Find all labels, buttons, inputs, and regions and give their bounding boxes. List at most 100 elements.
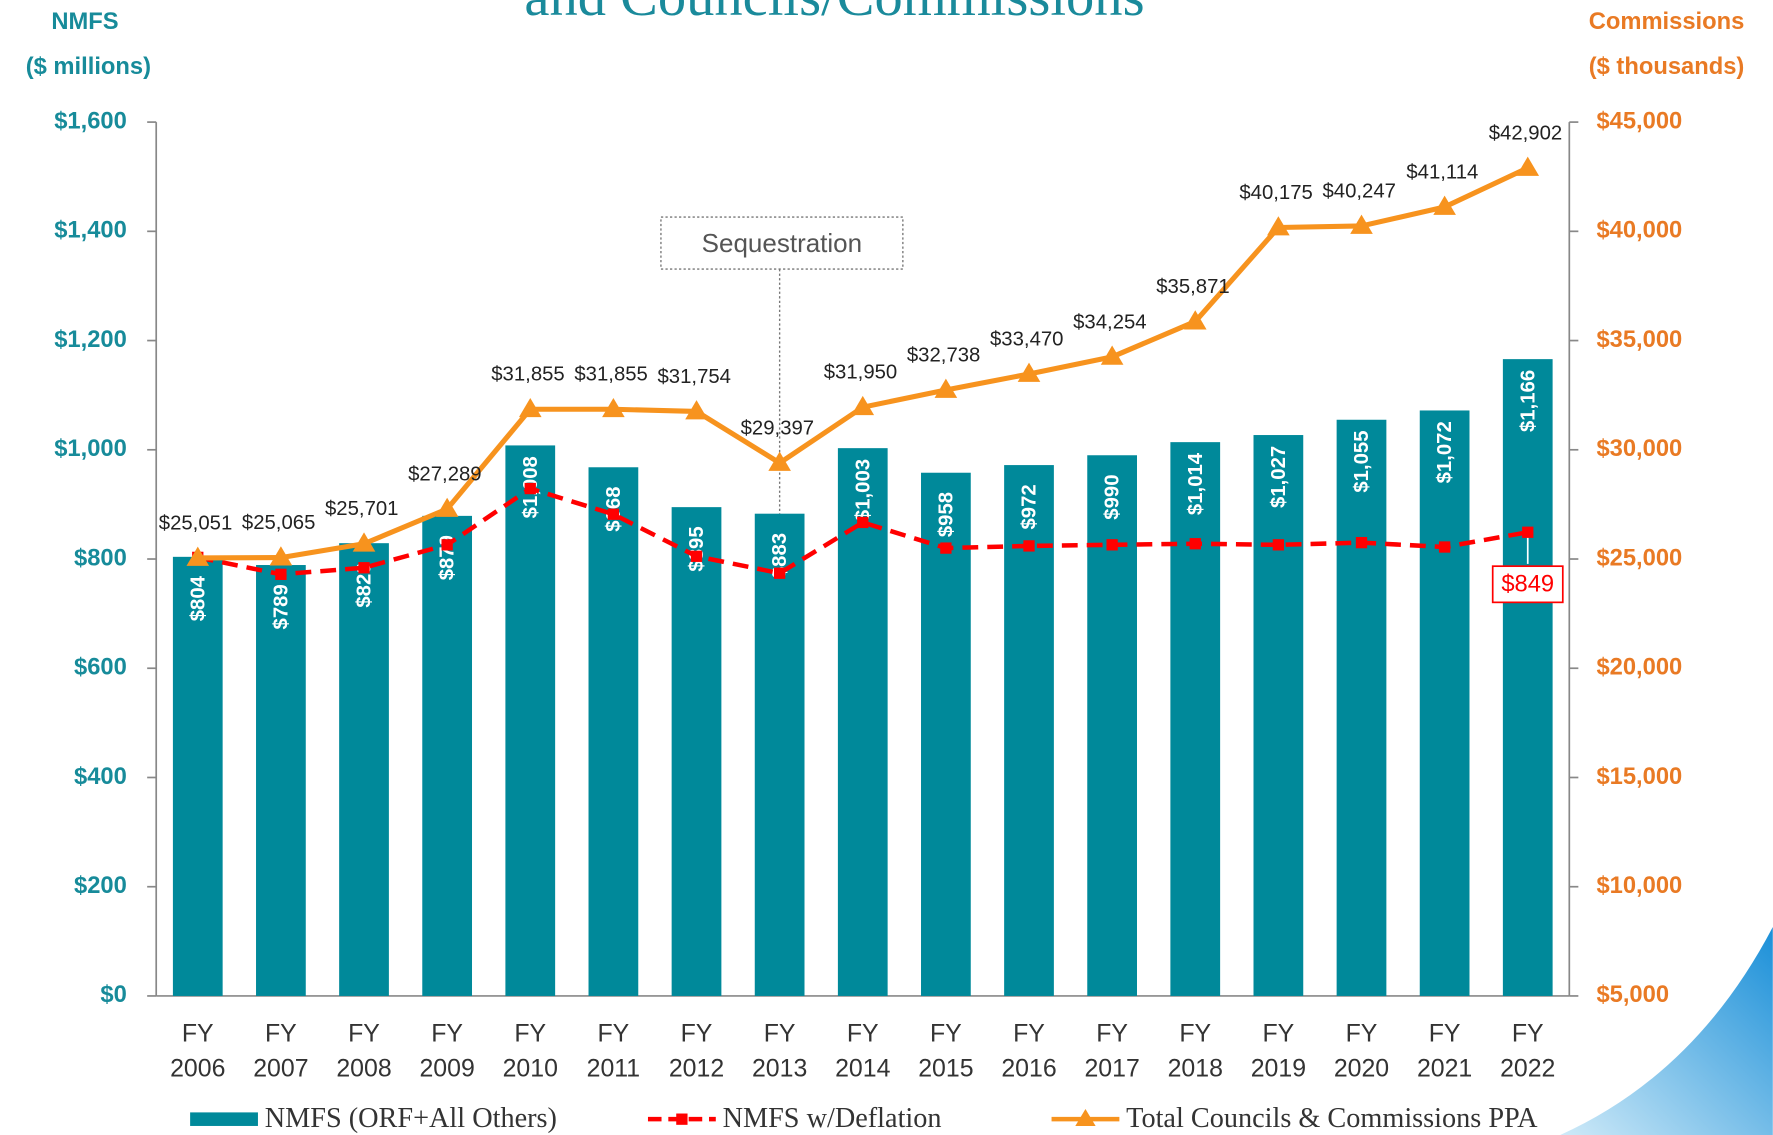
bar bbox=[422, 516, 472, 996]
x-tick-label: FY2018 bbox=[1168, 1019, 1223, 1082]
line-value-label: $40,175 bbox=[1239, 182, 1312, 204]
line-value-label: $41,114 bbox=[1406, 161, 1478, 183]
marker bbox=[1273, 539, 1284, 550]
bar-value-label: $990 bbox=[1102, 474, 1124, 519]
y2-tick-label: $15,000 bbox=[1596, 764, 1682, 790]
marker bbox=[608, 509, 619, 520]
line-value-label: $31,855 bbox=[491, 364, 564, 386]
marker bbox=[1106, 539, 1117, 550]
line-value-label: $25,051 bbox=[159, 512, 232, 534]
marker bbox=[1516, 157, 1539, 176]
bar bbox=[755, 514, 805, 996]
bar bbox=[256, 565, 306, 996]
y-tick-label: $1,400 bbox=[54, 218, 127, 244]
x-tick-label: FY2010 bbox=[503, 1019, 558, 1082]
marker bbox=[691, 551, 702, 562]
x-tick-label: FY2022 bbox=[1500, 1019, 1555, 1082]
legend-swatch bbox=[190, 1112, 258, 1126]
bar-value-label: $1,014 bbox=[1185, 452, 1207, 515]
marker bbox=[358, 562, 369, 573]
x-tick-label: FY2012 bbox=[669, 1019, 724, 1082]
marker bbox=[275, 569, 286, 580]
y2-tick-label: $30,000 bbox=[1596, 436, 1682, 462]
legend-label: NMFS w/Deflation bbox=[723, 1103, 942, 1134]
chart-title: and Councils/Commissions bbox=[524, 0, 1144, 28]
marker bbox=[857, 517, 868, 528]
y-tick-label: $400 bbox=[74, 764, 127, 790]
bar-value-label: $789 bbox=[270, 584, 292, 629]
bar-value-label: $895 bbox=[686, 526, 708, 571]
y2-axis-title: ($ thousands) bbox=[1589, 54, 1745, 80]
line-value-label: $34,254 bbox=[1073, 311, 1146, 333]
bar bbox=[1254, 435, 1304, 996]
line-value-label: $31,855 bbox=[574, 364, 647, 386]
marker bbox=[441, 539, 452, 550]
y2-tick-label: $45,000 bbox=[1596, 108, 1682, 134]
x-tick-label: FY2021 bbox=[1417, 1019, 1472, 1082]
x-tick-label: FY2007 bbox=[253, 1019, 308, 1082]
bar-value-label: $958 bbox=[935, 492, 957, 537]
line-value-label: $35,871 bbox=[1156, 276, 1229, 298]
marker bbox=[774, 568, 785, 579]
y2-tick-label: $20,000 bbox=[1596, 655, 1682, 681]
x-tick-label: FY2009 bbox=[419, 1019, 474, 1082]
bar-value-label: $1,027 bbox=[1268, 446, 1290, 508]
line-value-label: $31,754 bbox=[658, 366, 731, 388]
y-tick-label: $800 bbox=[74, 545, 127, 571]
y-tick-label: $200 bbox=[74, 873, 127, 899]
bar bbox=[672, 507, 722, 996]
bar-value-label: $804 bbox=[187, 575, 209, 621]
marker bbox=[525, 483, 536, 494]
line-value-label: $33,470 bbox=[990, 328, 1063, 350]
x-tick-label: FY2016 bbox=[1001, 1019, 1056, 1082]
bar bbox=[1503, 359, 1553, 996]
y2-tick-label: $35,000 bbox=[1596, 327, 1682, 353]
bar-value-label: $1,055 bbox=[1351, 430, 1373, 492]
line-value-label: $25,065 bbox=[242, 512, 315, 534]
bar-value-label: $1,072 bbox=[1434, 421, 1456, 483]
bar-value-label: $972 bbox=[1019, 484, 1041, 529]
marker bbox=[940, 542, 951, 553]
marker bbox=[1439, 541, 1450, 552]
y2-tick-label: $10,000 bbox=[1596, 873, 1682, 899]
bar bbox=[838, 448, 888, 996]
y2-axis-title: Commissions bbox=[1589, 9, 1745, 35]
legend-label: NMFS (ORF+All Others) bbox=[265, 1103, 557, 1134]
bar-value-label: $1,003 bbox=[852, 459, 874, 521]
y-tick-label: $1,200 bbox=[54, 327, 127, 353]
bar bbox=[1170, 442, 1220, 996]
bar bbox=[505, 445, 555, 996]
bar bbox=[1420, 410, 1470, 995]
y2-tick-label: $40,000 bbox=[1596, 218, 1682, 244]
y-tick-label: $1,600 bbox=[54, 108, 127, 134]
decoration bbox=[1560, 927, 1773, 1135]
x-tick-label: FY2008 bbox=[336, 1019, 391, 1082]
chart: and Councils/Commissions NMFS ($ million… bbox=[0, 0, 1773, 1135]
y-axis-title: ($ millions) bbox=[26, 54, 151, 80]
line-value-label: $32,738 bbox=[907, 344, 980, 366]
annotation: Sequestration bbox=[702, 228, 862, 258]
line-value-label: $27,289 bbox=[408, 463, 481, 485]
line-value-label: $25,701 bbox=[325, 498, 398, 520]
bar bbox=[589, 467, 639, 996]
marker bbox=[1023, 540, 1034, 551]
legend-label: Total Councils & Commissions PPA bbox=[1126, 1103, 1538, 1134]
y-tick-label: $0 bbox=[100, 982, 126, 1008]
line-value-label: $29,397 bbox=[741, 417, 814, 439]
bar bbox=[339, 543, 389, 996]
bar-value-label: $1,166 bbox=[1517, 370, 1539, 432]
line-value-label: $42,902 bbox=[1489, 122, 1562, 144]
bar bbox=[1337, 420, 1387, 996]
y2-tick-label: $25,000 bbox=[1596, 545, 1682, 571]
bar bbox=[173, 557, 223, 996]
line-value-label: $849 bbox=[1501, 572, 1554, 598]
marker bbox=[1190, 538, 1201, 549]
bar bbox=[1087, 455, 1137, 996]
legend-marker bbox=[676, 1114, 687, 1125]
